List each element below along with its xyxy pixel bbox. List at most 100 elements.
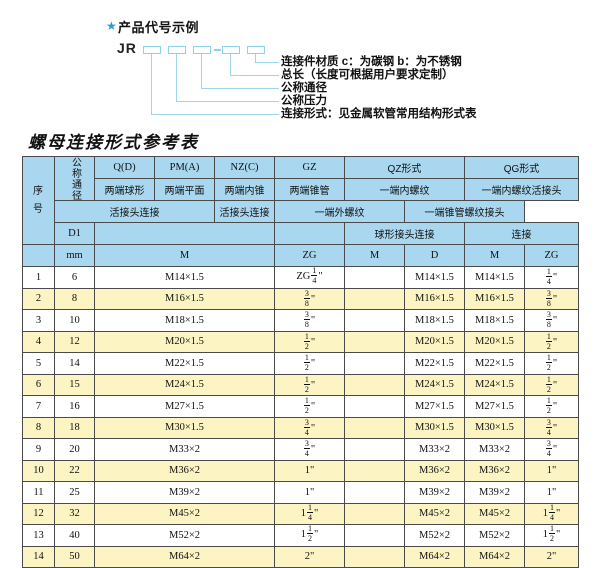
cell-qz-d: M33×2	[404, 438, 465, 461]
cell-qg-zg: 3 4 "	[524, 416, 579, 439]
cell-qg-m: M36×2	[464, 459, 525, 482]
cell-gz-zg: 1 1 2 "	[274, 524, 345, 547]
header-seq-unit-spacer	[22, 244, 55, 267]
table-row: 5 14 M22×1.5 1 2 " M22×1.5 M22×1.5 1 2 "	[22, 352, 579, 375]
cell-gz-zg: 3 8 "	[274, 309, 345, 332]
cell-qz-m	[344, 438, 405, 461]
header-row-units: mm M ZG M D M ZG	[22, 244, 579, 267]
cell-thread-m: M27×1.5	[94, 395, 275, 418]
cell-seq: 10	[22, 459, 55, 482]
code-dash-separator	[214, 49, 221, 51]
code-box-1	[143, 46, 161, 54]
cell-qg-zg: 1 4 "	[524, 266, 579, 289]
code-box-4	[222, 46, 240, 54]
cell-qg-m: M14×1.5	[464, 266, 525, 289]
annotation-total-length: 总长（长度可根据用户要求定制）	[281, 69, 454, 81]
annotation-connection-type: 连接形式：见金属软管常用结构形式表	[281, 108, 477, 120]
cell-nominal-diameter: 18	[54, 416, 95, 439]
cell-gz-zg: 1 2 "	[274, 330, 345, 353]
cell-qg-zg: 1 1 4 "	[524, 502, 579, 525]
cell-nominal-diameter: 10	[54, 309, 95, 332]
cell-thread-m: M36×2	[94, 459, 275, 482]
cell-qg-zg: 1"	[524, 459, 579, 482]
cell-gz-zg: 1 1 4 "	[274, 502, 345, 525]
header-qd-desc3	[94, 222, 275, 245]
header-nzc-desc1: 两端内锥	[214, 178, 275, 201]
cell-qz-m	[344, 352, 405, 375]
header-group-qg-code: QG形式	[464, 156, 579, 179]
table-row: 4 12 M20×1.5 1 2 " M20×1.5 M20×1.5 1 2 "	[22, 330, 579, 353]
cell-qg-zg: 1 2 "	[524, 352, 579, 375]
cell-qg-m: M18×1.5	[464, 309, 525, 332]
cell-nominal-diameter: 8	[54, 287, 95, 310]
cell-qg-zg: 3 4 "	[524, 438, 579, 461]
table-row: 12 32 M45×2 1 1 4 " M45×2 M45×2 1 1 4 "	[22, 502, 579, 525]
header-unit-mm: mm	[54, 244, 95, 267]
cell-qz-m	[344, 524, 405, 547]
header-row-desc3: D1 球形接头连接 连接	[23, 222, 579, 245]
cell-qz-d: M39×2	[404, 481, 465, 504]
leader-vert-1	[255, 54, 257, 63]
header-row-desc1: 两端球形 两端平面 两端内锥 两端锥管 一端内螺纹 一端内螺纹活接头	[23, 178, 579, 201]
table-body: 1 6 M14×1.5 ZG 1 4 " M14×1.5 M14×1.5 1 4 " 2 8 M16×1.5…	[22, 266, 579, 568]
header-nominal-diameter: 公称通径	[54, 156, 95, 201]
cell-seq: 4	[22, 330, 55, 353]
cell-thread-m: M52×2	[94, 524, 275, 547]
table-row: 11 25 M39×2 1" M39×2 M39×2 1"	[22, 481, 579, 504]
header-qz-desc3: 球形接头连接	[344, 222, 465, 245]
cell-seq: 9	[22, 438, 55, 461]
header-row-code: 序号 公称通径 Q(D) PM(A) NZ(C) GZ QZ形式 QG形式	[22, 156, 579, 245]
header-qz-desc2: 一端外螺纹	[274, 200, 405, 223]
cell-qz-d: M24×1.5	[404, 373, 465, 396]
cell-seq: 7	[22, 395, 55, 418]
cell-qz-m	[344, 459, 405, 482]
header-row-desc2: D1 活接头连接 活接头连接 一端外螺纹 一端锥管螺纹接头	[23, 200, 579, 223]
cell-nominal-diameter: 50	[54, 545, 95, 568]
cell-qg-m: M22×1.5	[464, 352, 525, 375]
code-box-5	[247, 46, 265, 54]
cell-qz-m	[344, 309, 405, 332]
cell-qg-m: M39×2	[464, 481, 525, 504]
cell-seq: 6	[22, 373, 55, 396]
leader-vert-3	[201, 54, 203, 89]
header-gz-desc3	[274, 222, 345, 245]
code-prefix-label: JR	[117, 40, 137, 56]
cell-qg-zg: 2"	[524, 545, 579, 568]
cell-thread-m: M24×1.5	[94, 373, 275, 396]
cell-qz-d: M16×1.5	[404, 287, 465, 310]
cell-nominal-diameter: 22	[54, 459, 95, 482]
cell-nominal-diameter: 32	[54, 502, 95, 525]
cell-qz-d: M14×1.5	[404, 266, 465, 289]
cell-gz-zg: 3 8 "	[274, 287, 345, 310]
cell-qz-m	[344, 545, 405, 568]
cell-qg-m: M52×2	[464, 524, 525, 547]
cell-qg-zg: 1 2 "	[524, 395, 579, 418]
header-d1-label: D1	[54, 222, 95, 245]
table-row: 8 18 M30×1.5 3 4 " M30×1.5 M30×1.5 3 4 "	[22, 416, 579, 439]
cell-qz-d: M30×1.5	[404, 416, 465, 439]
cell-gz-zg: ZG 1 4 "	[274, 266, 345, 289]
table-row: 6 15 M24×1.5 1 2 " M24×1.5 M24×1.5 1 2 "	[22, 373, 579, 396]
cell-qz-d: M20×1.5	[404, 330, 465, 353]
cell-seq: 5	[22, 352, 55, 375]
page-title: 螺母连接形式参考表	[28, 133, 199, 152]
leader-vert-5	[151, 54, 153, 115]
code-box-2	[168, 46, 186, 54]
table-row: 2 8 M16×1.5 3 8 " M16×1.5 M16×1.5 3 8 "	[22, 287, 579, 310]
cell-qg-zg: 1 1 2 "	[524, 524, 579, 547]
header-qg-desc1: 一端内螺纹活接头	[464, 178, 579, 201]
header-unit-gz-zg: ZG	[274, 244, 345, 267]
header-group-qd-code: Q(D)	[94, 156, 155, 179]
cell-qz-m	[344, 481, 405, 504]
annotation-nominal-pressure: 公称压力	[281, 95, 327, 107]
cell-qg-m: M20×1.5	[464, 330, 525, 353]
leader-vert-2	[230, 54, 232, 76]
cell-qz-m	[344, 266, 405, 289]
cell-qg-zg: 3 8 "	[524, 309, 579, 332]
header-group-pma-code: PM(A)	[154, 156, 215, 179]
table-row: 3 10 M18×1.5 3 8 " M18×1.5 M18×1.5 3 8 "	[22, 309, 579, 332]
cell-qz-d: M36×2	[404, 459, 465, 482]
cell-thread-m: M45×2	[94, 502, 275, 525]
cell-seq: 12	[22, 502, 55, 525]
code-example-heading: 产品代号示例	[118, 20, 200, 35]
